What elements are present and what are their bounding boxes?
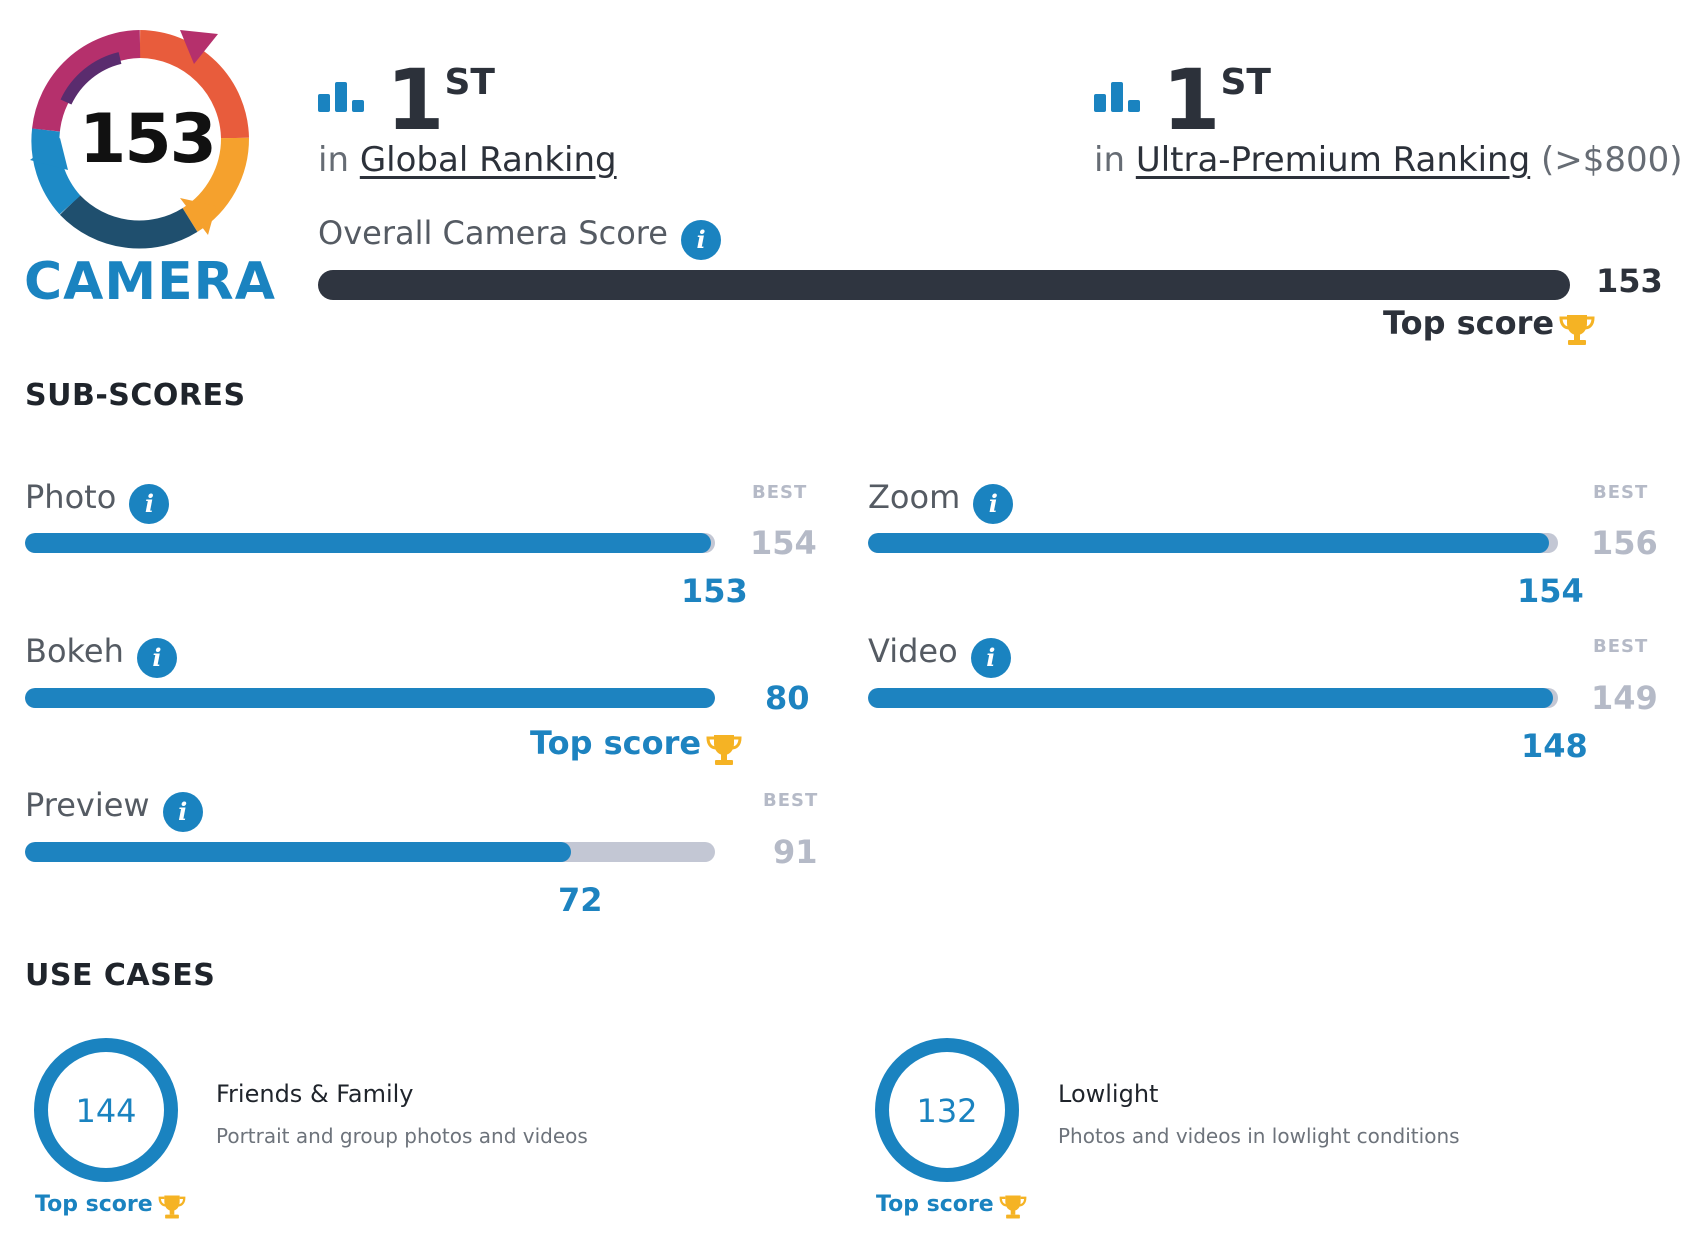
bokeh-label: Bokeh xyxy=(25,632,124,670)
camera-score-badge-icon xyxy=(30,30,250,249)
zoom-bar xyxy=(868,533,1558,553)
segment-ranking-prefix: in xyxy=(1094,140,1125,180)
sub-scores-title: SUB-SCORES xyxy=(25,378,246,413)
photo-score: 153 xyxy=(681,572,748,610)
preview-best-value: 91 xyxy=(773,833,818,871)
video-score: 148 xyxy=(1521,727,1588,765)
info-icon[interactable]: i xyxy=(970,637,1011,678)
info-icon[interactable]: i xyxy=(681,219,721,260)
segment-rank-number: 1 xyxy=(1162,51,1221,149)
zoom-bar-fill xyxy=(868,533,1550,553)
lowlight-top-score: Top score xyxy=(876,1192,1027,1220)
overall-score-label: Overall Camera Score xyxy=(318,214,668,252)
lowlight-title: Lowlight xyxy=(1058,1080,1159,1108)
preview-score: 72 xyxy=(558,881,603,919)
zoom-best-label: BEST xyxy=(1593,482,1649,503)
segment-price-range: (>$800) xyxy=(1541,140,1683,180)
lowlight-desc: Photos and videos in lowlight conditions xyxy=(1058,1124,1460,1148)
segment-rank-suffix: ST xyxy=(1220,62,1271,103)
video-label-row: Video i xyxy=(868,632,1011,678)
global-ranking-link[interactable]: Global Ranking xyxy=(359,140,617,180)
global-ranking-line: in Global Ranking xyxy=(318,140,617,180)
overall-score-label-row: Overall Camera Score i xyxy=(318,214,721,260)
bokeh-bar-fill xyxy=(25,688,715,708)
info-icon[interactable]: i xyxy=(129,483,170,524)
zoom-score: 154 xyxy=(1517,572,1584,610)
friends-family-desc: Portrait and group photos and videos xyxy=(216,1124,588,1148)
photo-label: Photo xyxy=(25,478,117,516)
zoom-label-row: Zoom i xyxy=(868,478,1014,524)
ranking-icon xyxy=(1094,76,1144,112)
trophy-icon xyxy=(158,1195,186,1218)
ranking-icon xyxy=(318,76,368,112)
overall-top-score: Top score xyxy=(1383,304,1595,347)
overall-score-value: 153 xyxy=(1596,262,1663,300)
photo-bar-fill xyxy=(25,533,711,553)
zoom-label: Zoom xyxy=(868,478,961,516)
trophy-icon xyxy=(999,1195,1027,1218)
global-ranking-prefix: in xyxy=(318,140,349,180)
top-score-label: Top score xyxy=(35,1192,153,1217)
badge-label: CAMERA xyxy=(24,252,276,312)
zoom-best-value: 156 xyxy=(1591,524,1658,562)
video-bar-fill xyxy=(868,688,1554,708)
photo-label-row: Photo i xyxy=(25,478,170,524)
bokeh-label-row: Bokeh i xyxy=(25,632,177,678)
bokeh-bar xyxy=(25,688,715,708)
global-rank-suffix: ST xyxy=(444,62,495,103)
info-icon[interactable]: i xyxy=(162,791,203,832)
global-rank: 1ST xyxy=(386,58,495,142)
top-score-label: Top score xyxy=(876,1192,994,1217)
photo-best-value: 154 xyxy=(750,524,817,562)
preview-label-row: Preview i xyxy=(25,786,203,832)
global-rank-number: 1 xyxy=(386,51,445,149)
friends-family-top-score: Top score xyxy=(35,1192,186,1220)
video-best-label: BEST xyxy=(1593,636,1649,657)
photo-bar xyxy=(25,533,715,553)
segment-rank: 1ST xyxy=(1162,58,1271,142)
preview-best-label: BEST xyxy=(763,790,819,811)
video-label: Video xyxy=(868,632,958,670)
bokeh-score: 80 xyxy=(765,679,810,717)
top-score-label: Top score xyxy=(530,724,702,762)
overall-score-bar xyxy=(318,270,1570,300)
preview-bar-fill xyxy=(25,842,571,862)
lowlight-score: 132 xyxy=(916,1092,978,1130)
info-icon[interactable]: i xyxy=(973,483,1014,524)
photo-best-label: BEST xyxy=(752,482,808,503)
bokeh-top-score: Top score xyxy=(530,724,742,767)
video-best-value: 149 xyxy=(1591,679,1658,717)
badge-score: 153 xyxy=(79,100,217,179)
ultra-premium-ranking-link[interactable]: Ultra-Premium Ranking xyxy=(1135,140,1531,180)
info-icon[interactable]: i xyxy=(136,637,177,678)
segment-ranking-line: in Ultra-Premium Ranking (>$800) xyxy=(1094,140,1683,180)
trophy-icon xyxy=(706,734,742,765)
preview-bar xyxy=(25,842,715,862)
friends-family-title: Friends & Family xyxy=(216,1080,414,1108)
friends-family-score: 144 xyxy=(75,1092,137,1130)
preview-label: Preview xyxy=(25,786,150,824)
use-cases-title: USE CASES xyxy=(25,958,216,993)
video-bar xyxy=(868,688,1558,708)
top-score-label: Top score xyxy=(1383,304,1555,342)
trophy-icon xyxy=(1559,314,1595,345)
